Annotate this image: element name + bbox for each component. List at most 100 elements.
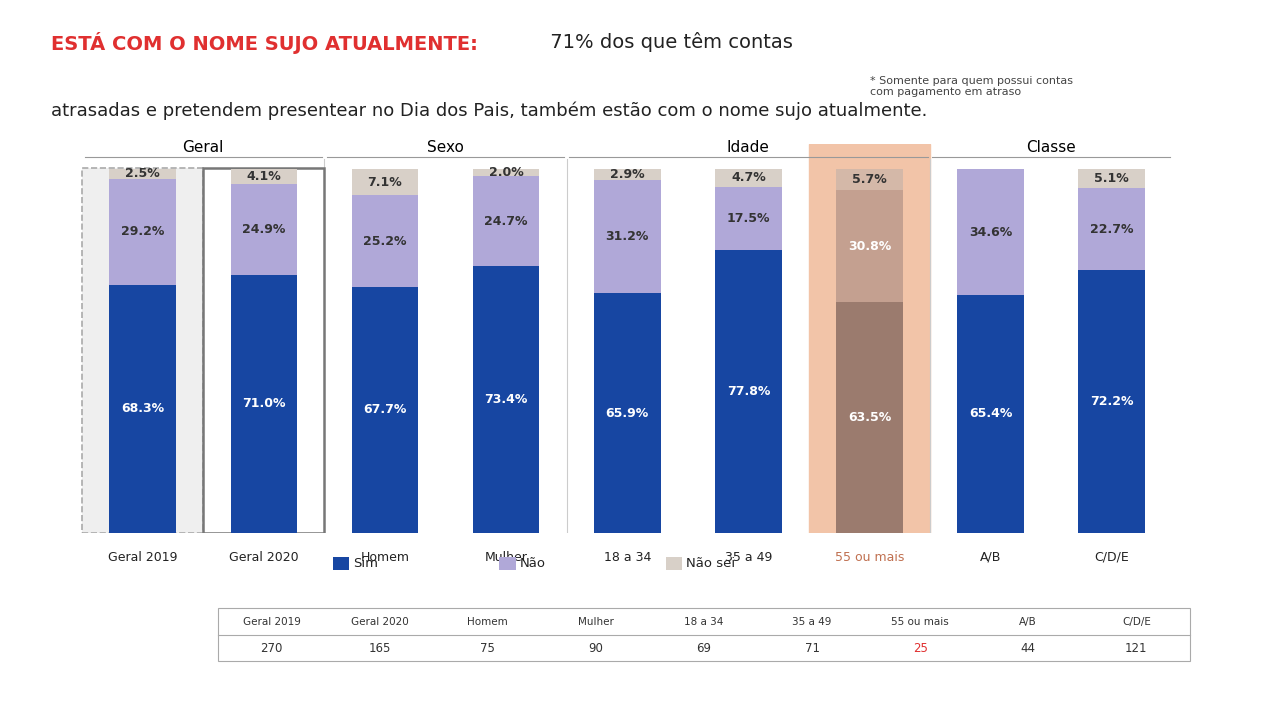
Bar [594,169,660,180]
Text: 18 a 34: 18 a 34 [603,551,652,564]
Text: Geral 2019: Geral 2019 [243,617,301,626]
Bar [352,169,419,195]
Bar [1078,188,1146,271]
Bar [836,302,902,533]
Bar [957,169,1024,295]
Text: Mulher: Mulher [579,617,614,626]
Text: 65.9%: 65.9% [605,407,649,420]
Text: 24.9%: 24.9% [242,223,285,236]
Bar [716,250,782,533]
Bar [230,275,297,533]
Text: 7.1%: 7.1% [367,176,402,189]
Text: 4.7%: 4.7% [731,171,765,184]
Bar [836,190,902,302]
Text: 71.0%: 71.0% [242,397,285,410]
Bar [204,168,324,533]
Text: 4.1%: 4.1% [247,171,282,184]
Text: 35 a 49: 35 a 49 [792,617,832,626]
Bar [352,169,419,195]
Text: * Somente para quem possui contas
com pagamento em atraso: * Somente para quem possui contas com pa… [870,76,1074,97]
Bar [957,169,1024,295]
Bar [109,179,177,284]
Bar [109,284,177,533]
Text: 17.5%: 17.5% [727,212,771,225]
Text: 18 a 34: 18 a 34 [685,617,723,626]
Text: 34.6%: 34.6% [969,226,1012,239]
Text: Mulher: Mulher [485,551,527,564]
Bar [230,169,297,184]
Text: 44: 44 [1020,642,1036,654]
Bar [230,184,297,275]
Bar [957,295,1024,533]
Bar [594,169,660,180]
Text: Sim: Sim [353,557,379,570]
Text: 270: 270 [260,642,283,654]
Bar [109,169,177,179]
Text: 65.4%: 65.4% [969,408,1012,420]
Bar [594,293,660,533]
Text: 165: 165 [369,642,390,654]
Bar [230,169,297,184]
Bar [716,250,782,533]
Bar [1078,271,1146,533]
Bar [809,144,931,533]
Text: 63.5%: 63.5% [847,411,891,424]
Bar [1078,188,1146,271]
Bar [716,169,782,186]
Text: 73.4%: 73.4% [484,393,527,406]
Bar [836,169,902,190]
Bar [109,179,177,284]
Text: Não sei: Não sei [686,557,735,570]
Text: Geral 2020: Geral 2020 [351,617,408,626]
Bar [1078,169,1146,188]
Text: 68.3%: 68.3% [122,402,164,415]
Text: 77.8%: 77.8% [727,385,771,398]
Text: C/D/E: C/D/E [1121,617,1151,626]
Text: Geral: Geral [183,140,224,155]
Bar [352,287,419,533]
Text: 5.1%: 5.1% [1094,172,1129,185]
Text: 29.2%: 29.2% [122,225,164,238]
Text: 72.2%: 72.2% [1091,395,1133,408]
Text: 35 a 49: 35 a 49 [724,551,772,564]
Text: Homem: Homem [361,551,410,564]
Bar [230,184,297,275]
Text: 24.7%: 24.7% [484,215,527,228]
Text: A/B: A/B [1019,617,1037,626]
Text: C/D/E: C/D/E [1094,551,1129,564]
Text: 30.8%: 30.8% [847,240,891,253]
Bar [957,295,1024,533]
Bar [352,195,419,287]
Bar [352,287,419,533]
Bar [82,168,204,533]
Text: 71% dos que têm contas: 71% dos que têm contas [544,32,792,53]
Text: 2.9%: 2.9% [609,168,645,181]
Text: 75: 75 [480,642,495,654]
Text: 67.7%: 67.7% [364,403,407,416]
Text: 25: 25 [913,642,928,654]
Text: 31.2%: 31.2% [605,230,649,243]
Text: 69: 69 [696,642,712,654]
Bar [716,169,782,186]
Bar [716,186,782,250]
Text: Sexo: Sexo [428,140,463,155]
Text: A/B: A/B [980,551,1001,564]
Bar [352,195,419,287]
Text: 55 ou mais: 55 ou mais [891,617,948,626]
Bar [109,284,177,533]
Text: 71: 71 [805,642,819,654]
Text: Geral 2019: Geral 2019 [108,551,178,564]
Text: 5.7%: 5.7% [852,174,887,186]
Bar [1078,271,1146,533]
Bar [472,266,539,533]
Text: 90: 90 [589,642,603,654]
Bar [716,186,782,250]
Text: Homem: Homem [467,617,508,626]
Bar [230,275,297,533]
Bar [472,169,539,176]
Text: Classe: Classe [1027,140,1076,155]
Bar [594,180,660,293]
Text: Não: Não [520,557,545,570]
Bar [1078,169,1146,188]
Text: Geral 2020: Geral 2020 [229,551,298,564]
